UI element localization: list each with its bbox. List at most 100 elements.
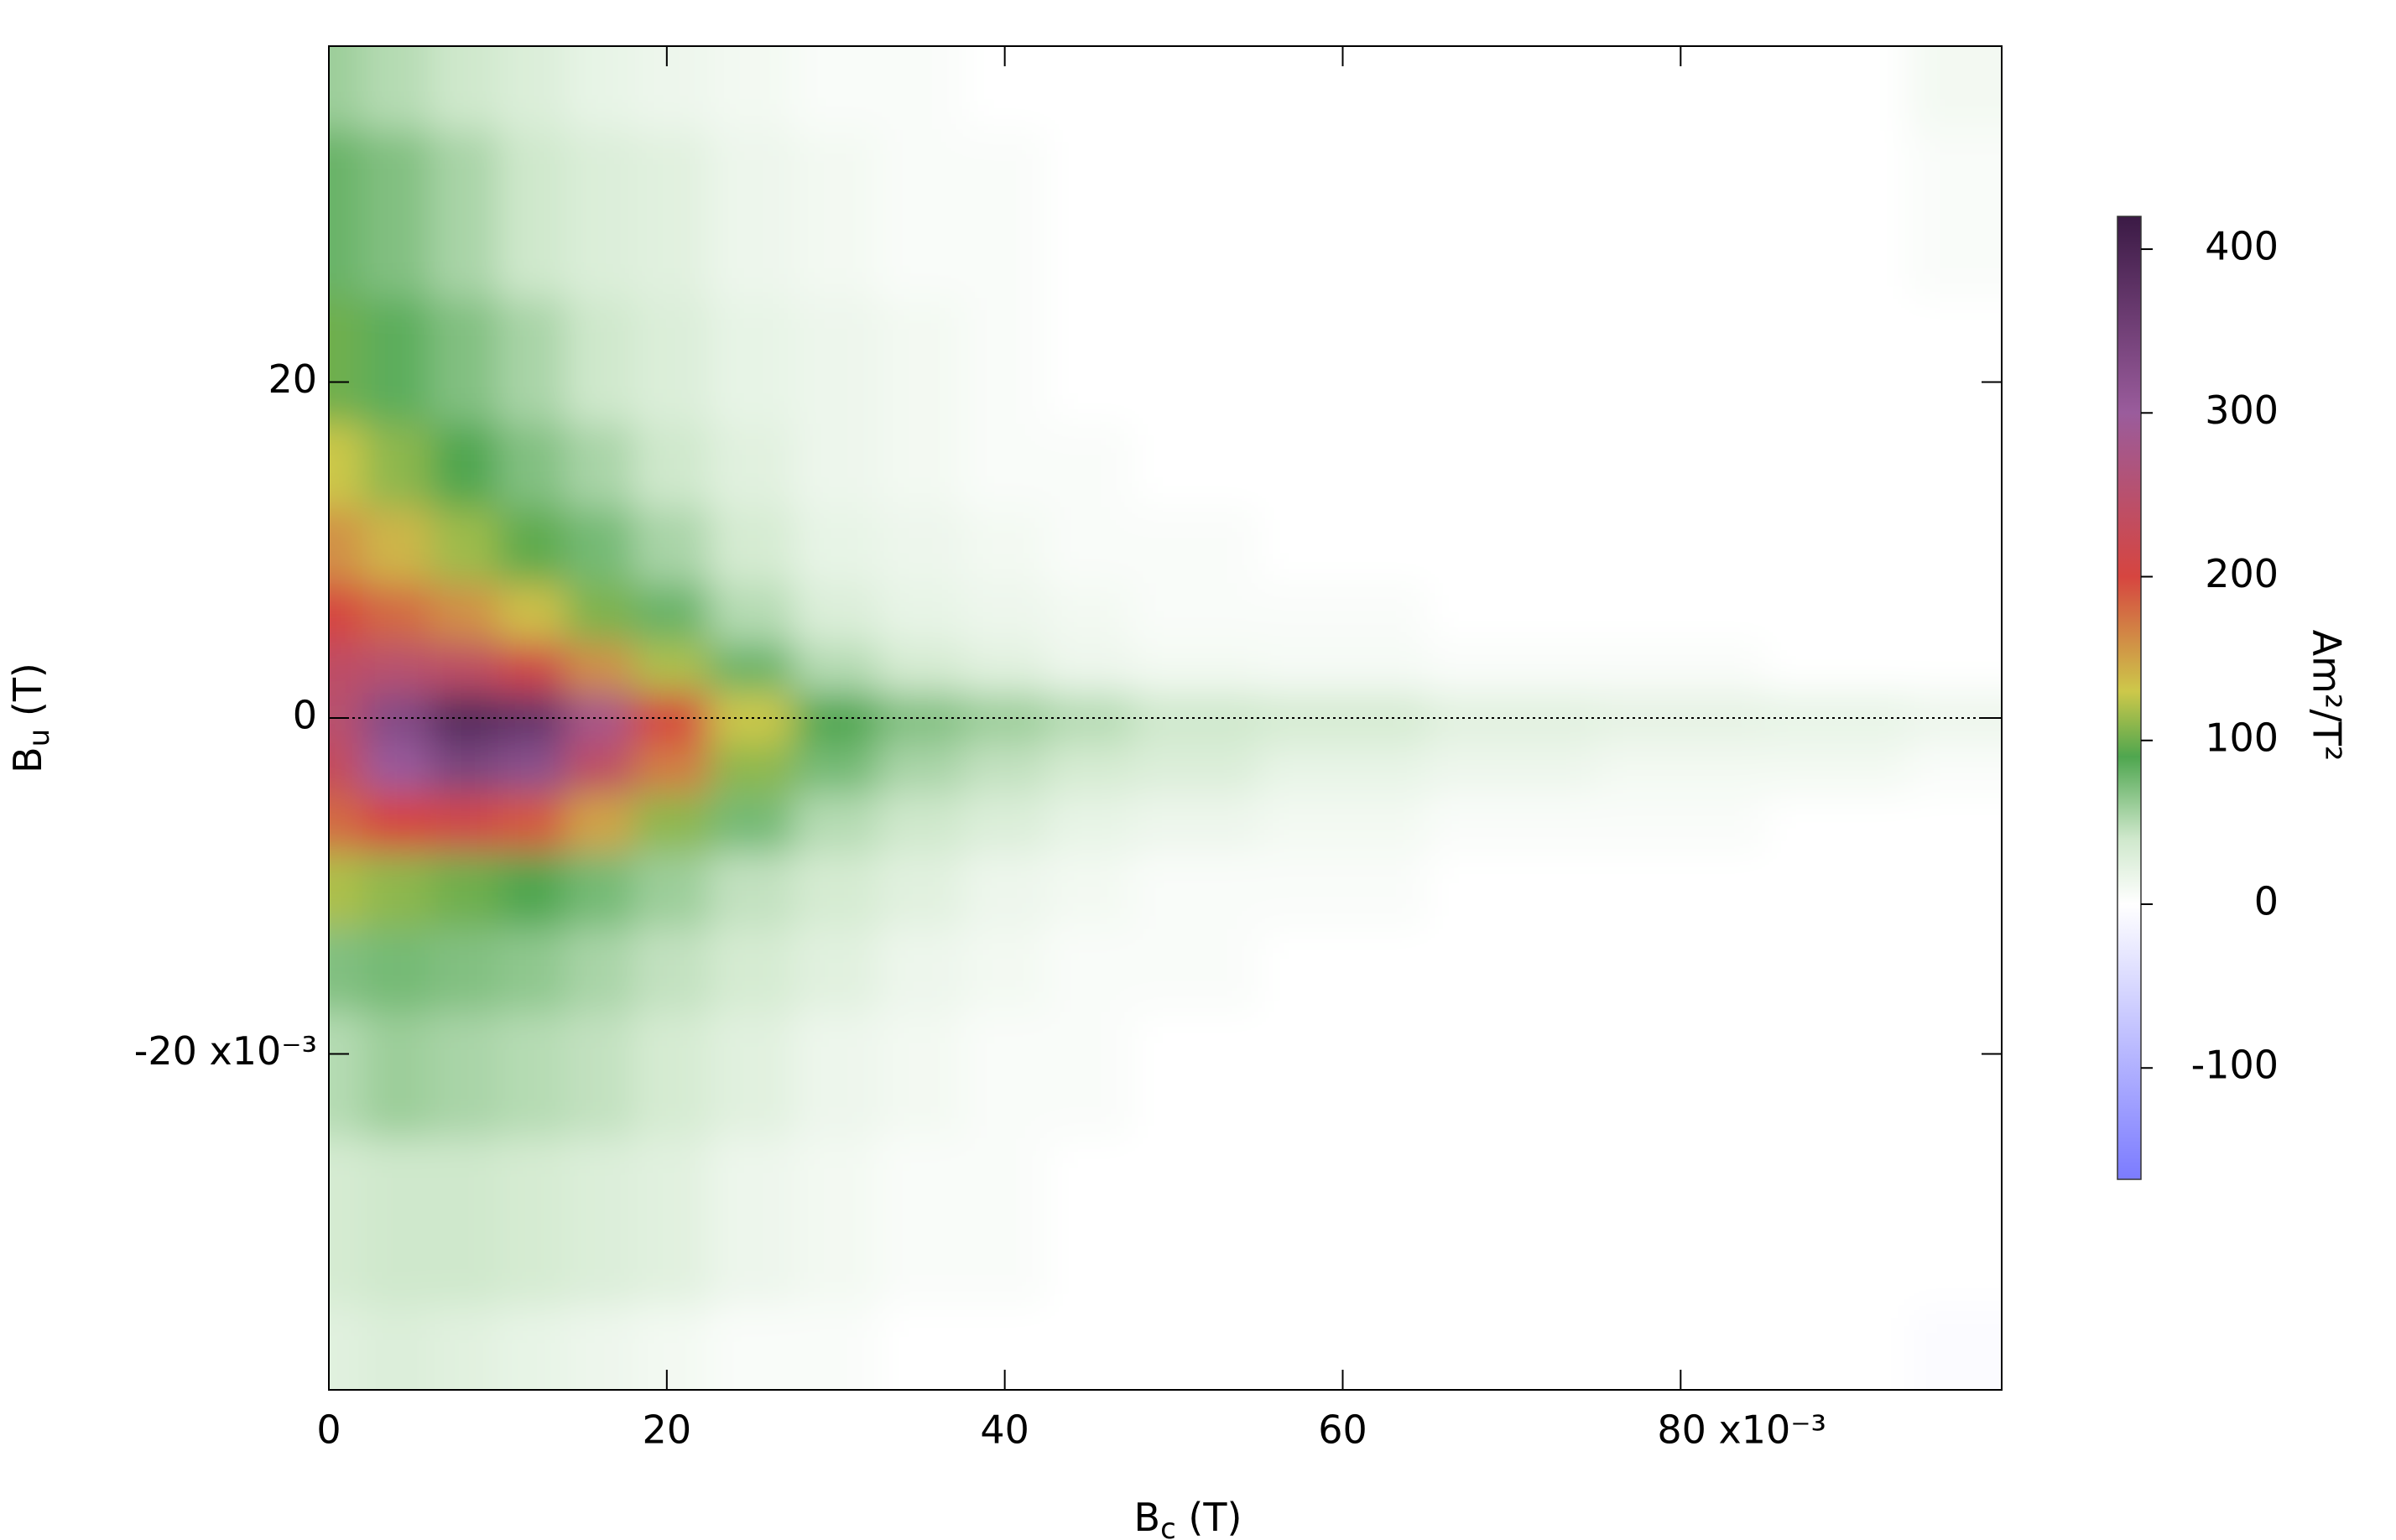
heatmap-cell xyxy=(362,928,431,1013)
heatmap-cell xyxy=(962,642,1049,694)
heatmap-cell xyxy=(430,1305,499,1390)
heatmap-cell xyxy=(430,130,499,299)
heatmap-cell xyxy=(1047,793,1133,854)
heatmap-cell xyxy=(878,692,964,745)
heatmap-cell xyxy=(633,46,711,132)
heatmap-cell xyxy=(329,928,364,1013)
heatmap-cell xyxy=(1427,1305,1597,1390)
heatmap-cell xyxy=(1909,298,2002,425)
heatmap-cell xyxy=(329,743,364,795)
heatmap-cell xyxy=(1047,507,1133,585)
heatmap-cell xyxy=(430,928,499,1013)
heatmap-cell xyxy=(1258,692,1429,745)
x-tick-label: 0 xyxy=(316,1407,341,1453)
heatmap-cell xyxy=(878,583,964,643)
heatmap-cell xyxy=(1047,298,1133,425)
heatmap-cell xyxy=(1596,743,1767,795)
heatmap-cell xyxy=(793,424,879,509)
heatmap-cell xyxy=(1047,130,1133,299)
heatmap-cell xyxy=(1765,583,1910,643)
heatmap-cell xyxy=(565,928,634,1013)
heatmap-cell xyxy=(878,1012,964,1139)
heatmap-cell xyxy=(709,298,794,425)
heatmap-cell xyxy=(1909,130,2002,299)
heatmap-cell xyxy=(1258,130,1429,299)
heatmap-cell xyxy=(962,130,1049,299)
x-tick-label: 60 xyxy=(1318,1407,1367,1453)
heatmap-cell xyxy=(1131,298,1259,425)
heatmap-cell xyxy=(962,507,1049,585)
heatmap-cell xyxy=(1427,793,1597,854)
heatmap-cell xyxy=(709,642,794,694)
heatmap-cell xyxy=(565,130,634,299)
heatmap-cell xyxy=(430,1012,499,1139)
heatmap-cell xyxy=(1047,692,1133,745)
heatmap-cell xyxy=(497,642,566,694)
x-axis-label-main: B xyxy=(1134,1495,1161,1540)
heatmap-cell xyxy=(1765,1012,1910,1139)
heatmap-cell xyxy=(329,298,364,425)
heatmap-cell xyxy=(497,743,566,795)
heatmap-cell xyxy=(1427,507,1597,585)
heatmap-cell xyxy=(497,928,566,1013)
heatmap-cell xyxy=(1427,583,1597,643)
heatmap-cell xyxy=(1909,1012,2002,1139)
heatmap-cell xyxy=(1596,507,1767,585)
heatmap-cell xyxy=(1258,642,1429,694)
heatmap-cell xyxy=(1909,1305,2002,1390)
heatmap-cell xyxy=(362,852,431,929)
heatmap-cell xyxy=(633,298,711,425)
heatmap-cell xyxy=(1765,298,1910,425)
heatmap-cell xyxy=(1765,928,1910,1013)
heatmap-cell xyxy=(565,1012,634,1139)
heatmap-cell xyxy=(878,793,964,854)
heatmap-cell xyxy=(329,424,364,509)
heatmap-cell xyxy=(565,743,634,795)
heatmap-cell xyxy=(962,583,1049,643)
heatmap-cell xyxy=(565,642,634,694)
heatmap-cell xyxy=(565,583,634,643)
heatmap-cell xyxy=(1047,928,1133,1013)
heatmap-cell xyxy=(1047,1012,1133,1139)
heatmap-cell xyxy=(1765,424,1910,509)
heatmap-cell xyxy=(1131,1012,1259,1139)
heatmap-cell xyxy=(1427,928,1597,1013)
heatmap-cell xyxy=(362,743,431,795)
heatmap-cell xyxy=(878,743,964,795)
colorbar xyxy=(2117,216,2142,1180)
heatmap-cell xyxy=(1131,507,1259,585)
heatmap-cell xyxy=(793,507,879,585)
heatmap-cell xyxy=(497,424,566,509)
heatmap-cell xyxy=(329,642,364,694)
heatmap-cell xyxy=(633,642,711,694)
colorbar-tick-label: 100 xyxy=(2205,715,2279,760)
colorbar-tick-label: 0 xyxy=(2254,879,2279,924)
heatmap-cell xyxy=(1765,507,1910,585)
heatmap-cell xyxy=(497,1137,566,1307)
heatmap-cell xyxy=(430,507,499,585)
heatmap-cell xyxy=(1596,642,1767,694)
heatmap-cell xyxy=(1427,1012,1597,1139)
heatmap-cell xyxy=(329,507,364,585)
heatmap-cell xyxy=(962,1012,1049,1139)
heatmap-cell xyxy=(497,583,566,643)
heatmap-cell xyxy=(1258,743,1429,795)
heatmap-cell xyxy=(430,583,499,643)
heatmap-cell xyxy=(497,1012,566,1139)
heatmap-cell xyxy=(962,424,1049,509)
heatmap-cell xyxy=(1596,852,1767,929)
heatmap-cell xyxy=(1427,1137,1597,1307)
heatmap-cell xyxy=(1909,583,2002,643)
heatmap-cell xyxy=(793,583,879,643)
heatmap-cell xyxy=(1909,642,2002,694)
heatmap-cell xyxy=(1047,852,1133,929)
heatmap-cell xyxy=(878,298,964,425)
heatmap-cell xyxy=(633,507,711,585)
heatmap-cell xyxy=(878,1305,964,1390)
heatmap-cell xyxy=(1596,793,1767,854)
heatmap-cell xyxy=(1131,852,1259,929)
heatmap-cell xyxy=(1258,1012,1429,1139)
heatmap-cell xyxy=(1765,743,1910,795)
x-axis-label-unit: (T) xyxy=(1176,1495,1242,1540)
